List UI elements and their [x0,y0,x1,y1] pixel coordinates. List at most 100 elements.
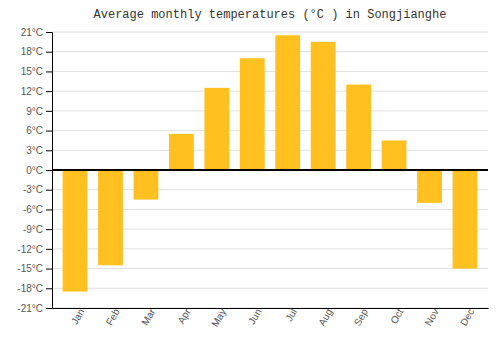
bar [134,170,159,200]
bar [311,42,336,170]
x-tick-label: Jun [246,307,264,326]
x-tick-label: Aug [316,307,334,328]
y-tick: -18°C [17,283,52,294]
y-tick: 0°C [26,165,52,176]
y-tick: -9°C [23,224,52,235]
y-axis-line [46,33,53,309]
bar [98,170,123,265]
bar [204,88,229,170]
x-tick-label: Dec [458,307,476,328]
y-tick-mark [46,190,52,191]
x-tick: Jan [69,307,87,326]
x-tick-label: Jul [283,307,299,324]
y-tick: -3°C [23,184,52,195]
y-tick-label: -6°C [23,204,43,215]
zero-line [52,169,488,171]
bar [453,170,478,269]
plot: -21°C -18°C -15°C -12°C -9°C -6°C -3°C 0°C 3°C 6°… [17,27,488,329]
x-tick-label: Mar [139,306,157,327]
y-tick: 15°C [21,66,52,77]
y-tick-mark [46,229,52,230]
grid-line [52,32,488,33]
y-tick: -12°C [17,244,52,255]
y-tick-mark [46,288,52,289]
grid-line [52,288,488,289]
y-tick: 21°C [21,27,52,38]
grid-line [52,110,488,111]
chart-container: -21°C -18°C -15°C -12°C -9°C -6°C -3°C 0°C 3°C 6°… [0,0,500,350]
y-tick-mark [46,71,52,72]
y-tick-label: -18°C [17,283,43,294]
y-tick-mark [46,308,52,309]
grid-line [52,71,488,72]
y-tick: 9°C [26,106,52,117]
y-tick-label: -12°C [17,244,43,255]
grid-line [52,91,488,92]
x-tick-label: Feb [104,306,122,327]
x-tick-label: Oct [388,307,405,326]
chart-title: Average monthly temperatures (°C ) in So… [94,8,447,22]
y-tick-label: -15°C [17,263,43,274]
bar [240,58,265,170]
y-tick-label: 18°C [21,46,43,57]
y-tick-mark [46,209,52,210]
x-tick-label: Nov [422,307,440,328]
y-axis: -21°C -18°C -15°C -12°C -9°C -6°C -3°C 0°C 3°C 6°… [17,27,52,314]
x-tick: Apr [175,306,193,326]
y-tick-label: -21°C [17,303,43,314]
y-tick-mark [46,52,52,53]
y-tick-mark [46,269,52,270]
y-tick: -21°C [17,303,52,314]
x-tick: Oct [388,307,405,326]
y-tick-mark [46,249,52,250]
x-tick: Nov [422,307,440,328]
grid-line [52,268,488,269]
y-tick-label: 0°C [26,165,43,176]
grid [52,32,488,308]
x-tick: Jul [283,307,299,324]
x-tick: May [209,307,228,329]
y-tick-label: -3°C [23,184,43,195]
y-tick-mark [46,91,52,92]
y-tick-mark [46,131,52,132]
y-tick: -15°C [17,263,52,274]
y-tick-mark [46,150,52,151]
y-tick: 3°C [26,145,52,156]
y-tick: -6°C [23,204,52,215]
chart-svg: -21°C -18°C -15°C -12°C -9°C -6°C -3°C 0°C 3°C 6°… [0,0,500,350]
x-tick: Sep [352,306,371,327]
y-tick-mark [46,170,52,171]
x-axis-line [53,308,489,309]
bar [169,134,194,170]
bar [63,170,88,292]
bar [382,140,407,170]
y-tick: 12°C [21,86,52,97]
y-tick-label: 12°C [21,86,43,97]
y-tick-label: 15°C [21,66,43,77]
x-tick: Jun [246,307,264,326]
x-tick-label: Jan [69,307,87,326]
grid-line [52,308,488,309]
bar [275,35,300,170]
y-tick-label: -9°C [23,224,43,235]
y-tick: 18°C [21,46,52,57]
grid-line [52,130,488,131]
y-tick-label: 6°C [26,125,43,136]
x-tick: Feb [104,306,122,327]
y-tick-label: 21°C [21,27,43,38]
grid-line [52,170,488,171]
y-tick: 6°C [26,125,52,136]
x-tick: Dec [458,307,476,328]
x-tick: Aug [316,307,334,328]
y-tick-label: 9°C [26,106,43,117]
y-tick-label: 3°C [26,145,43,156]
grid-line [52,150,488,151]
bars [63,35,478,291]
x-tick: Mar [139,306,157,327]
y-tick-mark [46,111,52,112]
y-tick-mark [46,32,52,33]
x-tick-label: Apr [175,306,193,326]
bar [346,85,371,170]
x-axis: Jan Feb Mar Apr May Jun Jul Aug Sep Oct Nov Dec [53,306,489,328]
grid-line [52,51,488,52]
